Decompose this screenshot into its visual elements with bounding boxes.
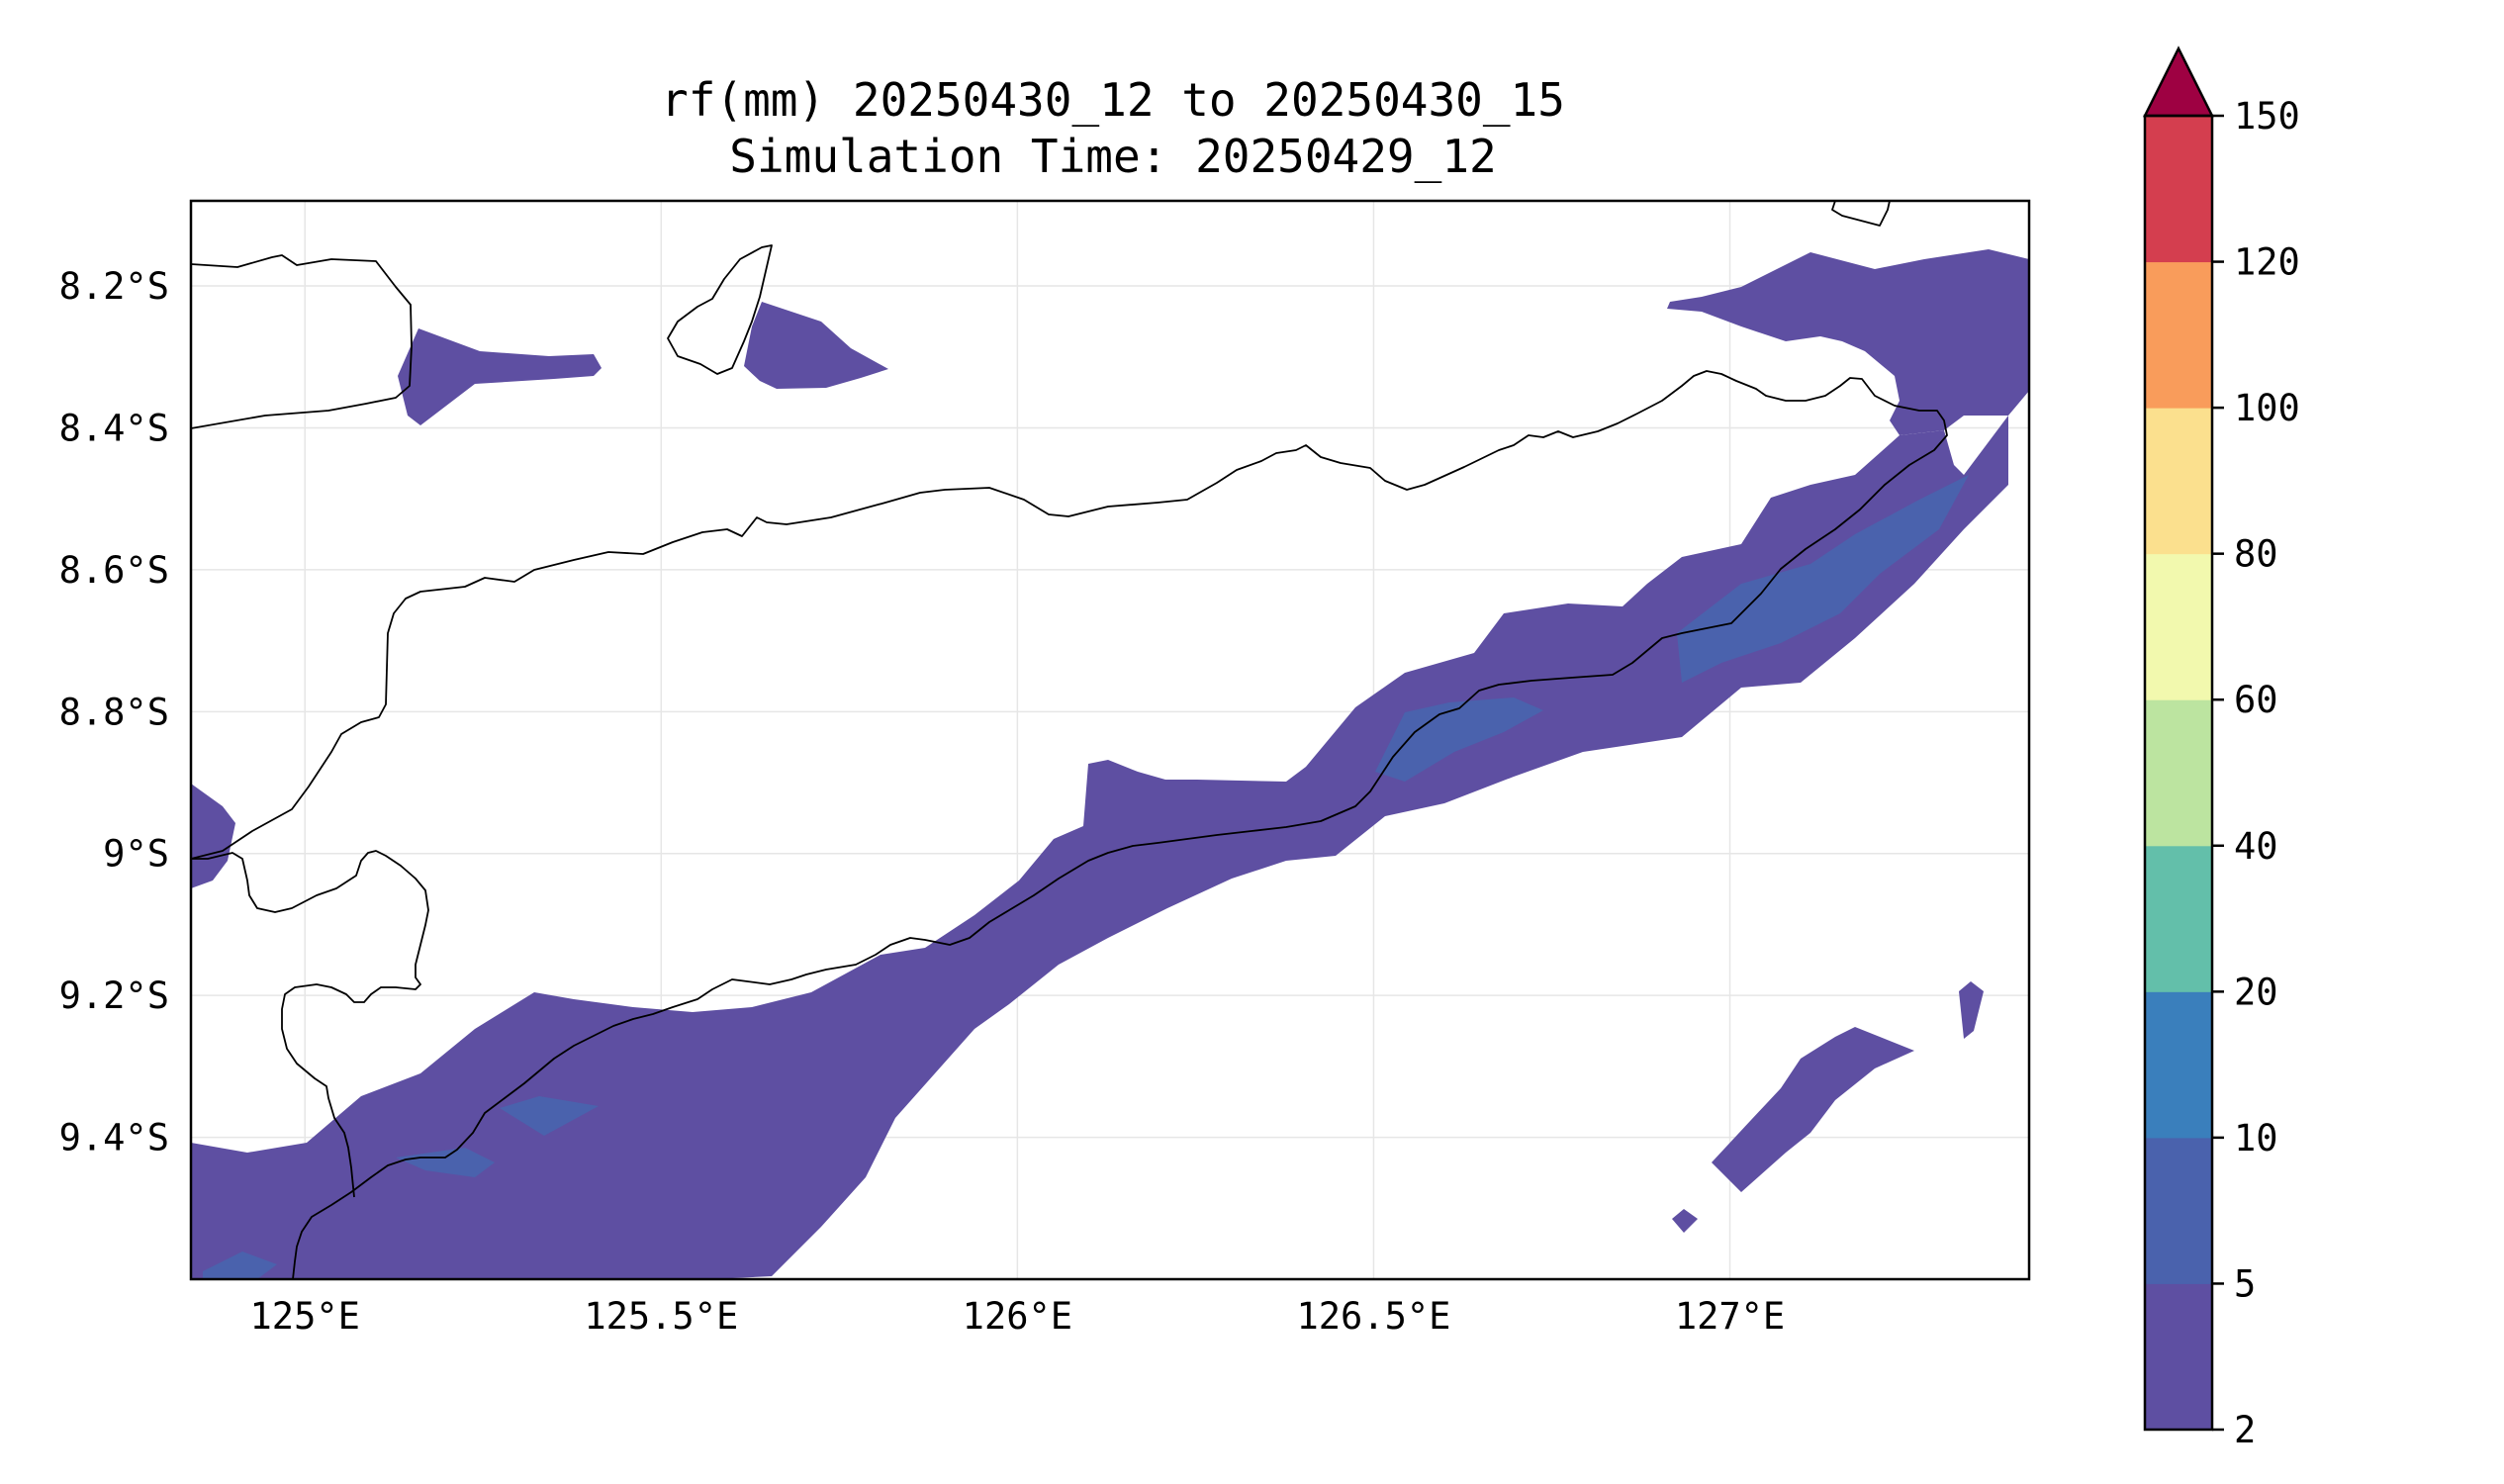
coastline-northeast-fragment <box>1831 201 1891 227</box>
map-frame <box>189 199 2031 1281</box>
colorbar-segment <box>2145 408 2212 555</box>
coastline-north-island-west <box>191 254 413 429</box>
rain-patch-southeast-b <box>1959 981 1984 1039</box>
colorbar-tick-label: 60 <box>2234 679 2278 721</box>
y-tick-label: 8.6°S <box>59 549 169 592</box>
coastline-small-island <box>667 244 773 375</box>
colorbar-tick-label: 80 <box>2234 533 2278 576</box>
x-axis: 125°E 125.5°E 126°E 126.5°E 127°E <box>250 1295 1786 1338</box>
colorbar-tick-label: 120 <box>2234 241 2300 284</box>
colorbar-tick-label: 10 <box>2234 1117 2278 1159</box>
y-tick-label: 9.2°S <box>59 974 169 1017</box>
map-title-line2: Simulation Time: 20250429_12 <box>729 130 1496 183</box>
colorbar-tick-label: 5 <box>2234 1262 2256 1305</box>
colorbar-extend-triangle <box>2142 46 2215 118</box>
rain-area-northeast <box>1667 249 2029 435</box>
rain-spot-5to10-d <box>396 1148 495 1177</box>
colorbar-segment <box>2145 699 2212 847</box>
colorbar: 2 5 10 20 40 60 80 100 120 150 <box>2142 46 2300 1451</box>
x-tick-label: 127°E <box>1675 1295 1785 1338</box>
rain-patch-north-a <box>398 328 602 425</box>
colorbar-segment <box>2145 991 2212 1139</box>
rain-patch-southeast-c <box>1672 1209 1698 1233</box>
colorbar-segment <box>2145 1283 2212 1431</box>
colorbar-frame <box>2143 114 2214 1432</box>
x-tick-label: 126°E <box>963 1295 1072 1338</box>
colorbar-segment <box>2145 1137 2212 1284</box>
x-tick-label: 125°E <box>250 1295 360 1338</box>
y-tick-label: 9°S <box>103 833 169 876</box>
rain-spot-5to10-c <box>500 1096 599 1136</box>
map-title-line1: rf(mm) 20250430_12 to 20250430_15 <box>661 73 1565 127</box>
coastline-timor-west-inner <box>191 850 429 1198</box>
y-tick-label: 8.8°S <box>59 691 169 733</box>
colorbar-tick-label: 2 <box>2234 1409 2256 1451</box>
y-tick-label: 8.2°S <box>59 265 169 308</box>
rain-spot-5to10-b <box>1375 697 1543 782</box>
x-tick-label: 126.5°E <box>1296 1295 1450 1338</box>
coastline-timor-north <box>191 370 1948 1279</box>
y-tick-label: 9.4°S <box>59 1117 169 1159</box>
colorbar-tick-label: 20 <box>2234 971 2278 1013</box>
map-panel: 125°E 125.5°E 126°E 126.5°E 127°E 8.2°S 8.4°S… <box>59 199 2031 1338</box>
colorbar-segment <box>2145 261 2212 409</box>
rainfall-field <box>191 249 2029 1279</box>
x-tick-label: 125.5°E <box>584 1295 738 1338</box>
rain-spot-5to10-e <box>203 1252 277 1279</box>
colorbar-segment <box>2145 116 2212 263</box>
y-tick-label: 8.4°S <box>59 407 169 449</box>
rain-band-south-coast <box>191 416 2008 1279</box>
colorbar-tick-label: 100 <box>2234 387 2300 429</box>
rain-patch-southeast-a <box>1712 1027 1914 1192</box>
colorbar-tick-label: 150 <box>2234 95 2300 138</box>
colorbar-segment <box>2145 845 2212 992</box>
colorbar-tick-label: 40 <box>2234 825 2278 868</box>
y-axis: 8.2°S 8.4°S 8.6°S 8.8°S 9°S 9.2°S 9.4°S <box>59 265 169 1159</box>
coastlines <box>191 201 1948 1279</box>
rain-spot-5to10-a <box>1677 475 1969 683</box>
rain-patch-north-b <box>744 302 888 389</box>
rain-patch-west-edge <box>191 784 235 888</box>
colorbar-segment <box>2145 553 2212 700</box>
